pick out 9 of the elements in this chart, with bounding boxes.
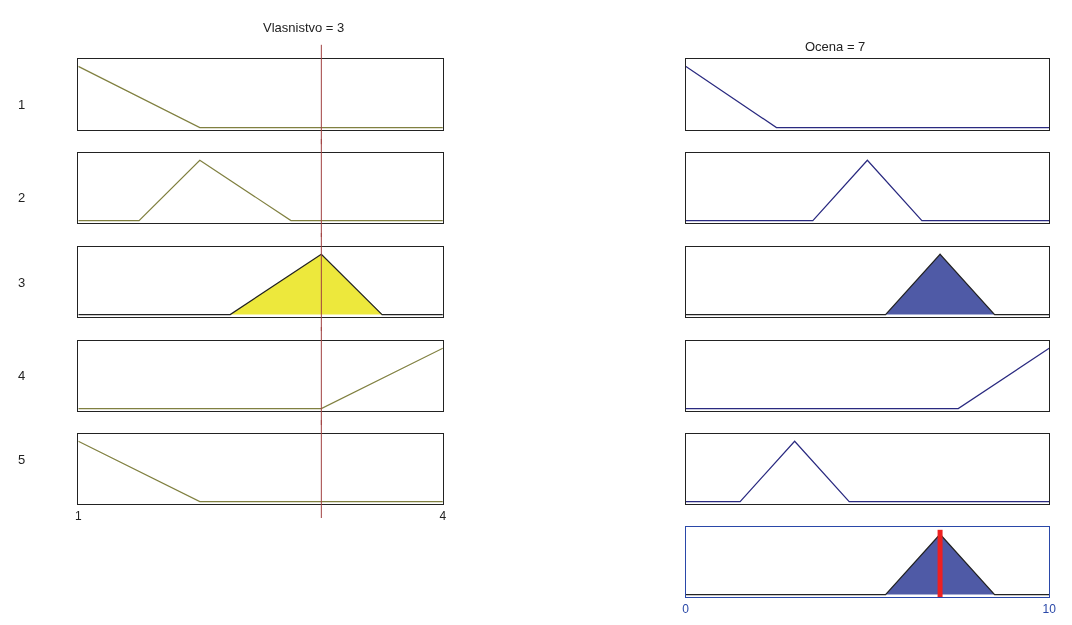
y-axis-title: 5: [18, 452, 26, 467]
y-axis-title: 2: [18, 190, 26, 205]
chart-title: Ocena = 7: [805, 39, 866, 54]
y-axis-title: 3: [18, 275, 26, 290]
chart-title: Vlasnistvo = 3: [263, 20, 345, 35]
y-axis-title: 1: [18, 97, 26, 112]
y-axis-title: 4: [18, 368, 26, 383]
x-tick-label: 10: [1042, 601, 1057, 616]
x-tick-label: 0: [682, 601, 690, 616]
